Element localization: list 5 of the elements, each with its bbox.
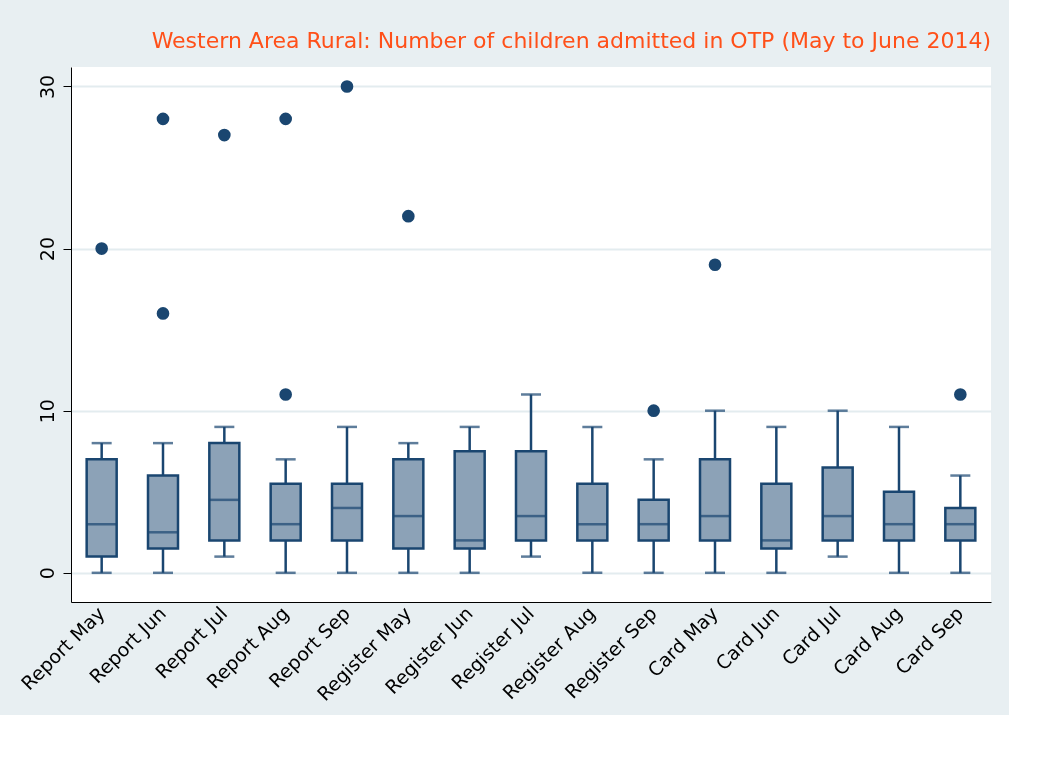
chart-title: Western Area Rural: Number of children admitted in OTP (May to June 2014) [151,28,991,53]
y-tick-label: 10 [35,399,58,424]
y-tick-label: 30 [35,74,58,100]
y-tick-label: 0 [35,567,58,580]
y-tick-label: 20 [35,236,58,262]
